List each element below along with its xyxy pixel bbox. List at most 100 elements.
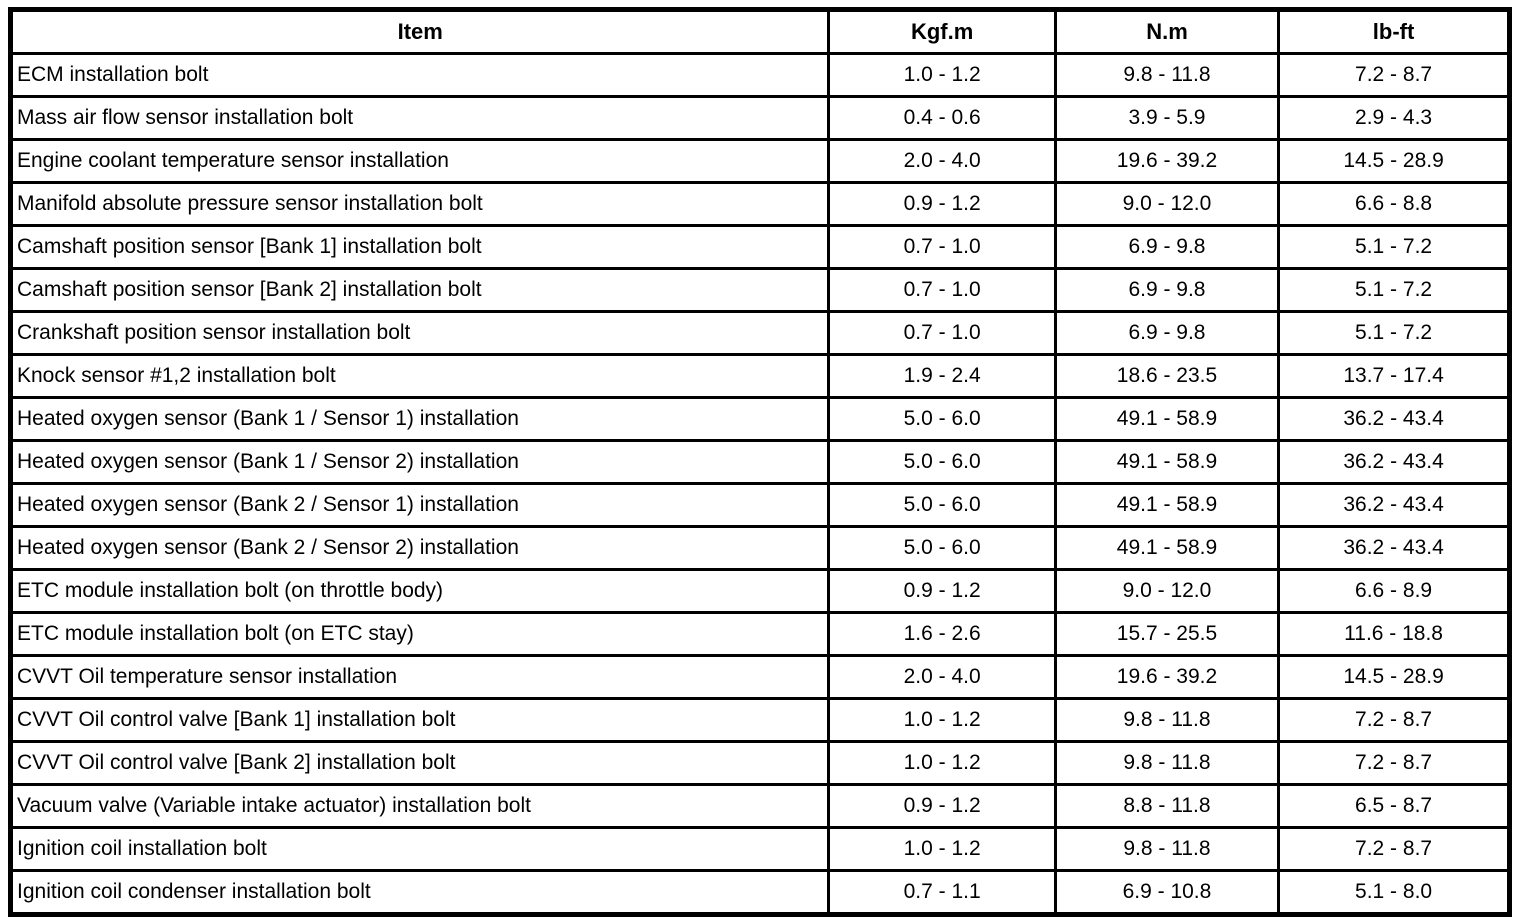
lb-ft-cell: 6.5 - 8.7 xyxy=(1277,783,1511,829)
kgf-m-cell: 1.0 - 1.2 xyxy=(827,697,1057,743)
kgf-m-cell: 1.0 - 1.2 xyxy=(827,826,1057,872)
item-cell: Manifold absolute pressure sensor instal… xyxy=(8,181,831,227)
kgf-m-cell: 0.7 - 1.1 xyxy=(827,869,1057,916)
kgf-m-cell: 5.0 - 6.0 xyxy=(827,396,1057,442)
table-row: ECM installation bolt 1.0 - 1.2 9.8 - 11.8… xyxy=(8,52,1511,98)
n-m-cell: 49.1 - 58.9 xyxy=(1053,396,1281,442)
table-row: Vacuum valve (Variable intake actuator) … xyxy=(8,783,1511,829)
kgf-m-cell: 5.0 - 6.0 xyxy=(827,525,1057,571)
lb-ft-cell: 14.5 - 28.9 xyxy=(1277,138,1511,184)
n-m-cell: 19.6 - 39.2 xyxy=(1053,138,1281,184)
table-row: CVVT Oil control valve [Bank 1] installa… xyxy=(8,697,1511,743)
lb-ft-cell: 5.1 - 7.2 xyxy=(1277,310,1511,356)
item-cell: CVVT Oil control valve [Bank 2] installa… xyxy=(8,740,831,786)
table-row: ETC module installation bolt (on throttl… xyxy=(8,568,1511,614)
kgf-m-cell: 0.7 - 1.0 xyxy=(827,224,1057,270)
column-header-lb-ft: lb-ft xyxy=(1277,8,1511,55)
n-m-cell: 8.8 - 11.8 xyxy=(1053,783,1281,829)
kgf-m-cell: 0.7 - 1.0 xyxy=(827,310,1057,356)
lb-ft-cell: 7.2 - 8.7 xyxy=(1277,697,1511,743)
kgf-m-cell: 0.4 - 0.6 xyxy=(827,95,1057,141)
table-row: Heated oxygen sensor (Bank 1 / Sensor 2)… xyxy=(8,439,1511,485)
kgf-m-cell: 5.0 - 6.0 xyxy=(827,482,1057,528)
n-m-cell: 3.9 - 5.9 xyxy=(1053,95,1281,141)
item-cell: Camshaft position sensor [Bank 1] instal… xyxy=(8,224,831,270)
table-row: Heated oxygen sensor (Bank 2 / Sensor 2)… xyxy=(8,525,1511,571)
item-cell: Ignition coil installation bolt xyxy=(8,826,831,872)
table-row: Ignition coil condenser installation bol… xyxy=(8,869,1511,916)
n-m-cell: 19.6 - 39.2 xyxy=(1053,654,1281,700)
lb-ft-cell: 7.2 - 8.7 xyxy=(1277,826,1511,872)
n-m-cell: 9.0 - 12.0 xyxy=(1053,568,1281,614)
n-m-cell: 9.8 - 11.8 xyxy=(1053,740,1281,786)
n-m-cell: 6.9 - 10.8 xyxy=(1053,869,1281,916)
table-body: ECM installation bolt 1.0 - 1.2 9.8 - 11.8… xyxy=(8,52,1511,916)
item-cell: Heated oxygen sensor (Bank 1 / Sensor 2)… xyxy=(8,439,831,485)
item-cell: Heated oxygen sensor (Bank 2 / Sensor 2)… xyxy=(8,525,831,571)
n-m-cell: 18.6 - 23.5 xyxy=(1053,353,1281,399)
torque-spec-table: Item Kgf.m N.m lb-ft ECM installation bo… xyxy=(8,7,1512,917)
lb-ft-cell: 36.2 - 43.4 xyxy=(1277,439,1511,485)
item-cell: ETC module installation bolt (on throttl… xyxy=(8,568,831,614)
table-row: Heated oxygen sensor (Bank 2 / Sensor 1)… xyxy=(8,482,1511,528)
column-header-kgf-m: Kgf.m xyxy=(827,8,1057,55)
lb-ft-cell: 7.2 - 8.7 xyxy=(1277,740,1511,786)
lb-ft-cell: 5.1 - 8.0 xyxy=(1277,869,1511,916)
n-m-cell: 6.9 - 9.8 xyxy=(1053,224,1281,270)
table-row: Crankshaft position sensor installation … xyxy=(8,310,1511,356)
lb-ft-cell: 13.7 - 17.4 xyxy=(1277,353,1511,399)
table-header: Item Kgf.m N.m lb-ft xyxy=(8,8,1511,55)
kgf-m-cell: 2.0 - 4.0 xyxy=(827,138,1057,184)
kgf-m-cell: 0.9 - 1.2 xyxy=(827,181,1057,227)
item-cell: Heated oxygen sensor (Bank 1 / Sensor 1)… xyxy=(8,396,831,442)
n-m-cell: 49.1 - 58.9 xyxy=(1053,482,1281,528)
n-m-cell: 49.1 - 58.9 xyxy=(1053,439,1281,485)
table-row: CVVT Oil control valve [Bank 2] installa… xyxy=(8,740,1511,786)
item-cell: ETC module installation bolt (on ETC sta… xyxy=(8,611,831,657)
column-header-n-m: N.m xyxy=(1053,8,1281,55)
table-row: Heated oxygen sensor (Bank 1 / Sensor 1)… xyxy=(8,396,1511,442)
item-cell: Crankshaft position sensor installation … xyxy=(8,310,831,356)
lb-ft-cell: 5.1 - 7.2 xyxy=(1277,224,1511,270)
lb-ft-cell: 2.9 - 4.3 xyxy=(1277,95,1511,141)
table-row: CVVT Oil temperature sensor installation… xyxy=(8,654,1511,700)
n-m-cell: 49.1 - 58.9 xyxy=(1053,525,1281,571)
kgf-m-cell: 1.6 - 2.6 xyxy=(827,611,1057,657)
item-cell: Vacuum valve (Variable intake actuator) … xyxy=(8,783,831,829)
n-m-cell: 6.9 - 9.8 xyxy=(1053,267,1281,313)
item-cell: Mass air flow sensor installation bolt xyxy=(8,95,831,141)
lb-ft-cell: 11.6 - 18.8 xyxy=(1277,611,1511,657)
kgf-m-cell: 0.9 - 1.2 xyxy=(827,568,1057,614)
kgf-m-cell: 2.0 - 4.0 xyxy=(827,654,1057,700)
table-row: Knock sensor #1,2 installation bolt 1.9 -… xyxy=(8,353,1511,399)
lb-ft-cell: 36.2 - 43.4 xyxy=(1277,396,1511,442)
lb-ft-cell: 14.5 - 28.9 xyxy=(1277,654,1511,700)
lb-ft-cell: 7.2 - 8.7 xyxy=(1277,52,1511,98)
lb-ft-cell: 36.2 - 43.4 xyxy=(1277,525,1511,571)
item-cell: Camshaft position sensor [Bank 2] instal… xyxy=(8,267,831,313)
item-cell: CVVT Oil temperature sensor installation xyxy=(8,654,831,700)
table-row: Camshaft position sensor [Bank 1] instal… xyxy=(8,224,1511,270)
kgf-m-cell: 1.0 - 1.2 xyxy=(827,52,1057,98)
item-cell: Engine coolant temperature sensor instal… xyxy=(8,138,831,184)
n-m-cell: 6.9 - 9.8 xyxy=(1053,310,1281,356)
item-cell: Knock sensor #1,2 installation bolt xyxy=(8,353,831,399)
item-cell: CVVT Oil control valve [Bank 1] installa… xyxy=(8,697,831,743)
table-row: ETC module installation bolt (on ETC sta… xyxy=(8,611,1511,657)
table-row: Mass air flow sensor installation bolt 0.… xyxy=(8,95,1511,141)
kgf-m-cell: 1.0 - 1.2 xyxy=(827,740,1057,786)
kgf-m-cell: 1.9 - 2.4 xyxy=(827,353,1057,399)
header-row: Item Kgf.m N.m lb-ft xyxy=(8,8,1511,55)
table-row: Camshaft position sensor [Bank 2] instal… xyxy=(8,267,1511,313)
n-m-cell: 9.8 - 11.8 xyxy=(1053,826,1281,872)
n-m-cell: 9.0 - 12.0 xyxy=(1053,181,1281,227)
table-row: Manifold absolute pressure sensor instal… xyxy=(8,181,1511,227)
kgf-m-cell: 0.9 - 1.2 xyxy=(827,783,1057,829)
lb-ft-cell: 5.1 - 7.2 xyxy=(1277,267,1511,313)
kgf-m-cell: 5.0 - 6.0 xyxy=(827,439,1057,485)
column-header-item: Item xyxy=(8,8,831,55)
n-m-cell: 9.8 - 11.8 xyxy=(1053,697,1281,743)
table-row: Ignition coil installation bolt 1.0 - 1.2… xyxy=(8,826,1511,872)
n-m-cell: 15.7 - 25.5 xyxy=(1053,611,1281,657)
